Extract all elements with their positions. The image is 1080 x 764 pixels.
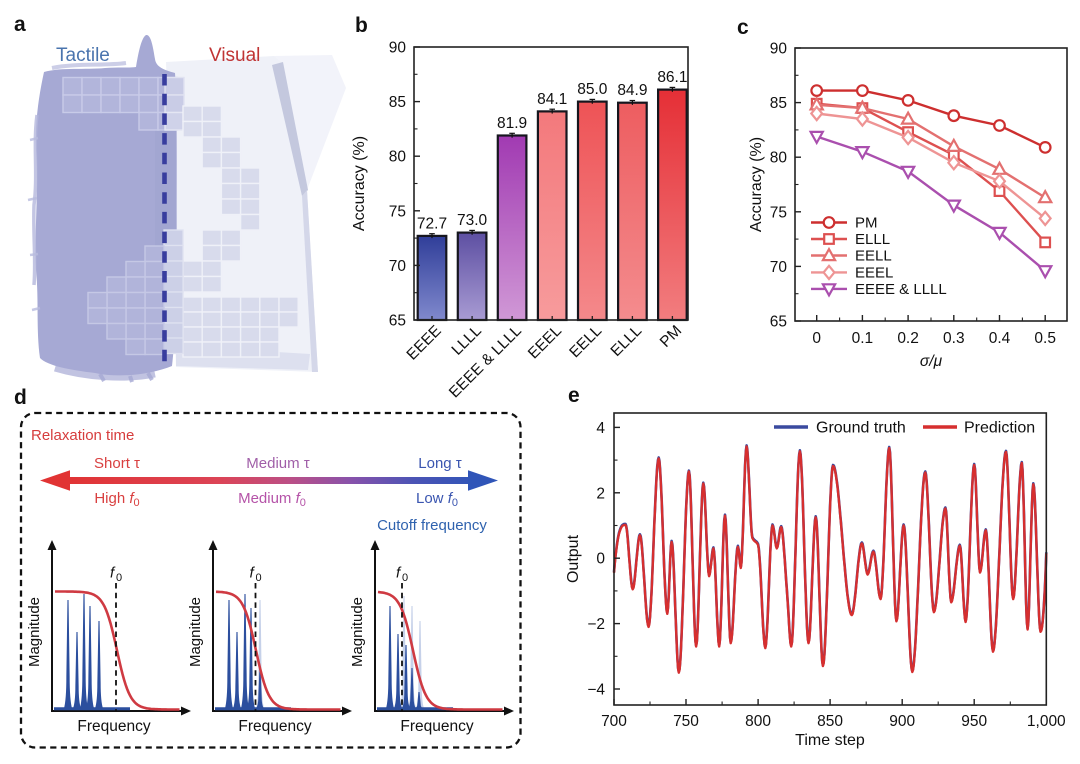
svg-text:Tactile: Tactile (56, 45, 110, 66)
svg-text:EELL: EELL (855, 248, 892, 265)
svg-text:Frequency: Frequency (400, 718, 473, 735)
svg-text:EEEL: EEEL (855, 264, 893, 281)
svg-text:Output: Output (565, 534, 582, 583)
svg-text:0.4: 0.4 (989, 330, 1011, 347)
svg-text:0.3: 0.3 (943, 330, 965, 347)
svg-text:σ/μ: σ/μ (920, 353, 943, 370)
svg-text:Long τ: Long τ (418, 455, 462, 472)
svg-text:Magnitude: Magnitude (26, 597, 43, 667)
svg-text:84.1: 84.1 (537, 91, 567, 108)
svg-text:Magnitude: Magnitude (349, 597, 366, 667)
svg-text:84.9: 84.9 (617, 82, 647, 99)
svg-text:ELLL: ELLL (855, 231, 890, 248)
svg-text:90: 90 (770, 41, 788, 58)
svg-text:f: f (250, 565, 256, 582)
svg-text:85.0: 85.0 (577, 81, 608, 98)
svg-text:0.5: 0.5 (1034, 330, 1056, 347)
svg-text:Time step: Time step (795, 732, 865, 749)
svg-text:0: 0 (116, 572, 122, 584)
svg-text:86.1: 86.1 (657, 69, 687, 86)
svg-text:700: 700 (601, 713, 627, 730)
svg-text:0.1: 0.1 (852, 330, 874, 347)
svg-text:a: a (14, 13, 26, 36)
svg-text:f: f (110, 565, 116, 582)
svg-text:e: e (568, 384, 580, 407)
svg-text:90: 90 (389, 40, 407, 57)
svg-text:Relaxation time: Relaxation time (31, 427, 134, 444)
svg-text:−4: −4 (587, 682, 605, 699)
svg-text:Low f0: Low f0 (416, 490, 458, 509)
svg-text:81.9: 81.9 (497, 115, 527, 132)
svg-text:85: 85 (770, 95, 787, 112)
svg-text:High f0: High f0 (94, 490, 139, 509)
svg-text:950: 950 (961, 713, 987, 730)
svg-text:PM: PM (855, 215, 878, 232)
svg-text:Accuracy (%): Accuracy (%) (748, 137, 765, 232)
svg-text:Magnitude: Magnitude (187, 597, 204, 667)
svg-text:Frequency: Frequency (77, 718, 150, 735)
svg-text:750: 750 (673, 713, 699, 730)
svg-text:0: 0 (402, 572, 408, 584)
svg-text:73.0: 73.0 (457, 212, 488, 229)
svg-text:c: c (737, 16, 749, 39)
svg-text:80: 80 (389, 149, 407, 166)
svg-text:2: 2 (596, 485, 605, 502)
svg-text:4: 4 (596, 420, 605, 437)
svg-text:Accuracy (%): Accuracy (%) (351, 136, 368, 231)
svg-text:0.2: 0.2 (897, 330, 919, 347)
svg-text:70: 70 (389, 258, 407, 275)
svg-text:800: 800 (745, 713, 771, 730)
svg-text:EEEE & LLLL: EEEE & LLLL (855, 281, 947, 298)
svg-text:85: 85 (389, 94, 406, 111)
svg-text:1,000: 1,000 (1027, 713, 1066, 730)
svg-text:Visual: Visual (209, 45, 260, 66)
svg-text:70: 70 (770, 259, 788, 276)
svg-text:Prediction: Prediction (964, 420, 1035, 437)
svg-text:72.7: 72.7 (417, 215, 447, 232)
svg-text:Ground truth: Ground truth (816, 420, 906, 437)
svg-text:75: 75 (389, 203, 406, 220)
svg-text:0: 0 (596, 551, 605, 568)
svg-text:900: 900 (889, 713, 915, 730)
svg-text:Frequency: Frequency (238, 718, 311, 735)
svg-text:850: 850 (817, 713, 843, 730)
svg-text:0: 0 (256, 572, 262, 584)
svg-text:−2: −2 (587, 616, 605, 633)
svg-text:Short τ: Short τ (94, 455, 140, 472)
svg-text:80: 80 (770, 150, 788, 167)
svg-text:d: d (14, 386, 27, 409)
svg-text:Cutoff frequency: Cutoff frequency (377, 517, 487, 534)
svg-text:65: 65 (389, 313, 406, 330)
svg-text:75: 75 (770, 204, 787, 221)
svg-text:65: 65 (770, 314, 787, 331)
svg-text:b: b (355, 14, 368, 37)
svg-text:Medium τ: Medium τ (246, 455, 310, 472)
svg-text:0: 0 (812, 330, 821, 347)
svg-text:Medium f0: Medium f0 (238, 490, 306, 509)
svg-text:f: f (396, 565, 402, 582)
